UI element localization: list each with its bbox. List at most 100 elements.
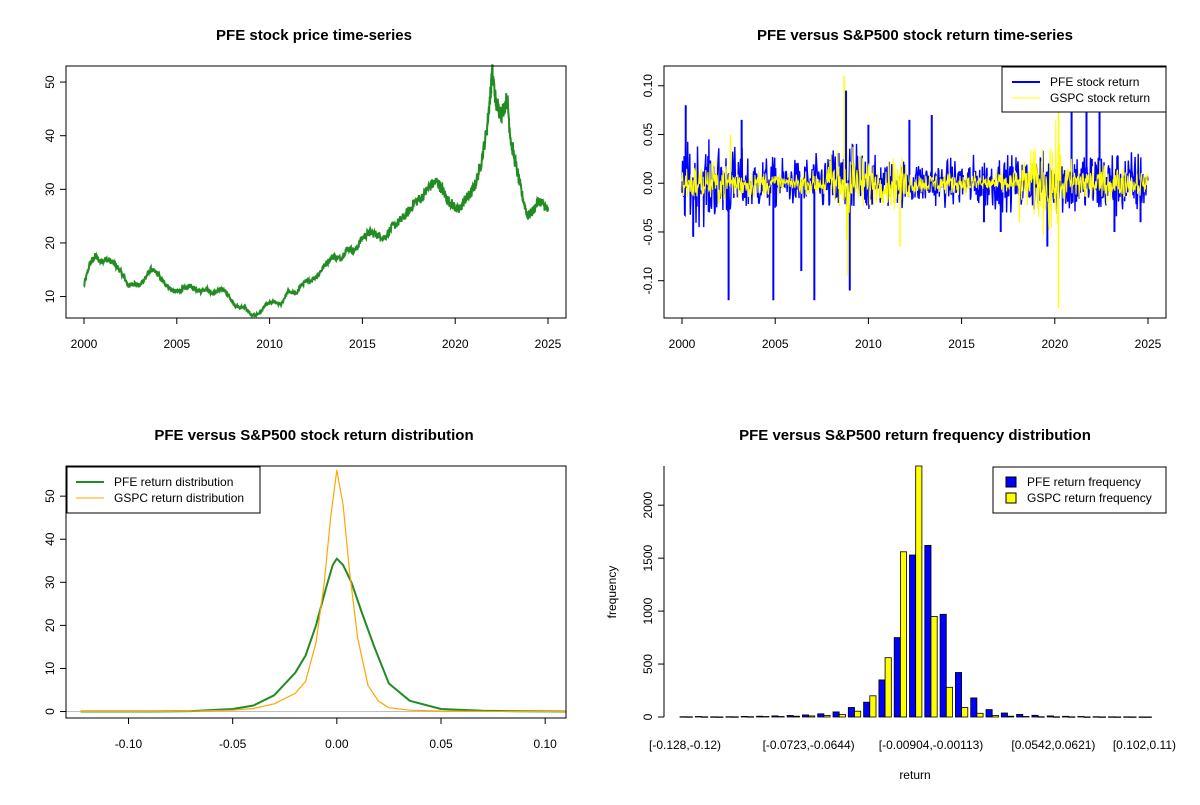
panel-return-timeseries: PFE versus S&P500 stock return time-seri… — [641, 27, 1167, 351]
y-tick-label: 0.05 — [641, 122, 655, 146]
x-tick-label: 2015 — [948, 337, 975, 351]
bar-pfe — [786, 715, 794, 718]
bar-gspc — [976, 712, 984, 718]
bar-pfe — [1062, 715, 1070, 718]
bar-pfe — [1016, 714, 1024, 718]
chart-title: PFE versus S&P500 stock return distribut… — [154, 427, 473, 444]
bar-pfe — [817, 713, 825, 718]
series-line-pfe-price — [83, 64, 549, 319]
bar-pfe — [955, 672, 963, 718]
x-tick-label: 2010 — [855, 337, 882, 351]
bar-pfe — [1138, 716, 1146, 718]
bar-pfe — [725, 716, 733, 718]
bar-pfe — [1077, 716, 1085, 718]
bar-gspc — [1144, 716, 1152, 718]
legend-label-pfe: PFE return distribution — [114, 475, 233, 489]
legend: PFE return frequency GSPC return frequen… — [992, 466, 1167, 514]
x-tick-label: 2000 — [71, 337, 98, 351]
panel-return-frequency: PFE versus S&P500 return frequency distr… — [605, 427, 1176, 782]
y-tick-label: 30 — [43, 182, 57, 196]
x-tick-label: 2025 — [535, 337, 562, 351]
legend-box — [66, 466, 261, 514]
y-tick-label: 40 — [43, 532, 57, 546]
bar-gspc — [1098, 716, 1106, 718]
bar-gspc — [823, 715, 831, 718]
bar-gspc — [701, 716, 709, 718]
bar-gspc — [945, 686, 953, 718]
y-tick-label: 20 — [43, 236, 57, 250]
bar-pfe — [740, 716, 748, 718]
bar-pfe — [694, 716, 702, 718]
bar-gspc — [1007, 715, 1015, 718]
series-line-pfe-return — [681, 139, 1149, 228]
y-tick-label: 10 — [43, 661, 57, 675]
bar-pfe — [1046, 715, 1054, 718]
x-tick-label: [-0.0723,-0.0644) — [763, 738, 855, 752]
bar-gspc — [869, 695, 877, 718]
bar-gspc — [915, 465, 923, 718]
bar-pfe — [878, 679, 886, 718]
y-tick-label: -0.05 — [641, 218, 655, 246]
y-tick-label: 500 — [641, 654, 655, 674]
legend-label-gspc: GSPC stock return — [1050, 91, 1150, 105]
bar-gspc — [792, 715, 800, 718]
bar-pfe — [1123, 716, 1131, 718]
bar-gspc — [900, 551, 908, 718]
bar-pfe — [924, 545, 932, 718]
bar-gspc — [1129, 716, 1137, 718]
x-tick-label: 2000 — [669, 337, 696, 351]
bar-pfe — [710, 716, 718, 718]
bar-gspc — [1022, 716, 1030, 718]
x-tick-label: -0.10 — [115, 737, 143, 751]
bar-pfe — [939, 613, 947, 718]
x-tick-label: 2005 — [762, 337, 789, 351]
x-tick-label: 2020 — [1041, 337, 1068, 351]
bar-gspc — [854, 710, 862, 718]
legend-box — [992, 466, 1167, 514]
x-tick-label: [-0.128,-0.12) — [649, 738, 721, 752]
x-tick-label: 2025 — [1135, 337, 1162, 351]
bar-pfe — [1031, 714, 1039, 718]
bar-pfe — [1092, 716, 1100, 718]
bar-pfe — [893, 637, 901, 718]
legend-label-pfe: PFE stock return — [1050, 75, 1139, 89]
bar-gspc — [777, 716, 785, 718]
plot-area: 2000 2005 2010 2015 2020 2025 -0.10 -0.05 0.00 0.… — [641, 74, 1162, 351]
bar-gspc — [685, 716, 693, 718]
plot-frame — [65, 465, 567, 719]
y-tick-label: 30 — [43, 575, 57, 589]
bar-gspc — [1037, 716, 1045, 718]
bar-pfe — [1000, 712, 1008, 718]
series-line-gspc-return — [681, 119, 1149, 241]
x-tick-label: 2020 — [442, 337, 469, 351]
bar-pfe — [679, 716, 687, 718]
plot-area: 0 500 1000 1500 2000 [-0.128,-0.12) [-0.0723,-… — [641, 465, 1176, 752]
y-tick-label: 0 — [641, 713, 655, 720]
bar-gspc — [1068, 716, 1076, 718]
y-tick-label: 1000 — [641, 597, 655, 624]
bar-pfe — [970, 697, 978, 718]
panel-price-timeseries: PFE stock price time-series 2000 2005 2010… — [43, 27, 567, 351]
y-tick-label: 40 — [43, 129, 57, 143]
legend-box — [1001, 66, 1167, 113]
legend-label-pfe: PFE return frequency — [1027, 475, 1141, 489]
bar-pfe — [985, 709, 993, 718]
bar-gspc — [1083, 716, 1091, 718]
x-tick-label: 2015 — [349, 337, 376, 351]
x-tick-label: 2005 — [163, 337, 190, 351]
legend: PFE return distribution GSPC return dist… — [66, 466, 261, 514]
bar-gspc — [961, 707, 969, 718]
y-tick-label: 0 — [43, 708, 57, 715]
legend-label-gspc: GSPC return frequency — [1027, 491, 1152, 505]
bar-gspc — [930, 616, 938, 718]
bar-gspc — [716, 716, 724, 718]
bar-gspc — [747, 716, 755, 718]
y-tick-label: 20 — [43, 618, 57, 632]
bar-pfe — [847, 707, 855, 718]
x-tick-label: -0.05 — [219, 737, 247, 751]
plot-frame — [65, 65, 567, 319]
x-tick-label: [-0.00904,-0.00113) — [879, 738, 984, 752]
x-tick-label: [0.0542,0.0621) — [1011, 738, 1095, 752]
